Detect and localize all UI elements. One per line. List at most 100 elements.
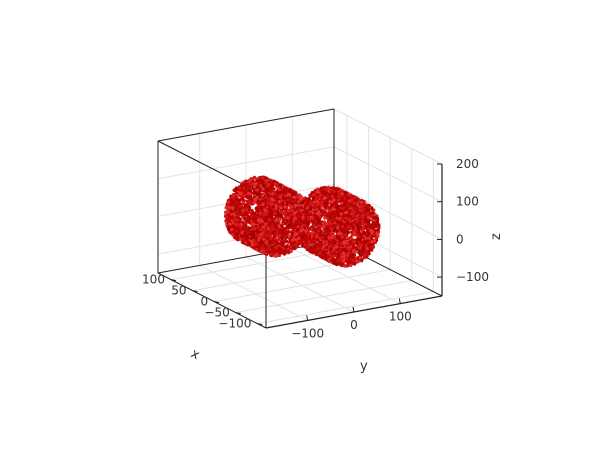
data-point [228,222,232,226]
data-point [261,202,265,206]
data-point [244,211,248,215]
data-point [359,242,363,247]
data-point [371,227,375,231]
data-point [294,232,298,236]
data-point [237,198,241,202]
data-point [340,202,344,206]
data-point [261,225,265,229]
data-point [271,249,275,253]
data-point [355,233,360,237]
data-point [295,212,299,216]
data-point [254,221,258,225]
data-point [332,261,336,265]
data-point [224,211,228,215]
data-point [271,222,275,226]
data-point [255,207,259,211]
data-point [315,199,319,203]
data-point [334,205,338,209]
data-point [260,222,264,226]
data-point [269,187,273,191]
data-point [305,236,309,240]
data-point [361,232,365,236]
data-point [265,250,270,254]
data-point [235,232,239,236]
data-point [252,201,256,205]
data-point [280,198,284,203]
data-point [247,195,251,199]
data-point [332,198,336,202]
data-point [271,231,275,235]
data-point [269,252,273,256]
data-point [320,189,324,193]
data-point [283,205,287,209]
data-point [283,196,287,200]
data-point [373,213,378,217]
data-point [343,231,347,235]
data-point [279,242,283,246]
data-point [345,256,349,260]
grid-line-z-back [157,146,335,180]
data-point [317,205,321,209]
data-point [285,219,289,223]
data-point [264,197,268,201]
data-point [271,205,275,209]
data-point [278,195,282,199]
data-point [265,187,269,191]
data-point [257,247,261,251]
data-point [257,214,261,218]
data-point [321,225,325,229]
data-point [271,246,275,250]
data-point [317,225,321,229]
data-point [277,238,281,242]
data-point [335,225,339,229]
data-point [291,197,295,201]
data-point [252,191,256,195]
data-point [293,211,297,215]
data-point [283,191,287,195]
data-point [292,245,296,249]
data-point [249,230,254,234]
data-point [267,247,271,251]
data-point [265,236,269,240]
data-point [290,213,294,217]
data-point [283,239,287,243]
data-point [312,240,317,244]
data-point [277,253,281,258]
grid-line-z-side [333,183,443,240]
data-point [248,188,252,192]
data-point [234,187,238,192]
data-point [275,191,280,195]
data-point [333,227,337,231]
data-point [289,198,293,202]
data-point [278,228,282,232]
data-point [230,209,234,213]
data-point [236,223,240,227]
data-point [253,240,257,244]
data-point [251,234,255,238]
data-point [290,232,294,236]
data-point [253,197,257,201]
data-point [263,204,267,208]
grid-line-y-floor [245,256,355,313]
data-point [244,203,248,207]
data-point [316,210,321,214]
data-point [350,230,354,234]
data-point [263,208,267,212]
data-point [261,246,265,251]
data-point [241,197,245,201]
data-point [277,230,282,234]
data-point [265,231,269,235]
data-point [337,196,341,200]
data-point [306,223,310,227]
data-point [240,231,244,235]
data-point [251,227,256,231]
data-point [247,211,251,215]
data-point [340,192,344,196]
data-point [258,244,262,248]
data-point [241,213,245,217]
data-point [337,191,341,195]
data-point [278,235,282,239]
data-point [295,240,299,244]
data-point [324,208,328,212]
